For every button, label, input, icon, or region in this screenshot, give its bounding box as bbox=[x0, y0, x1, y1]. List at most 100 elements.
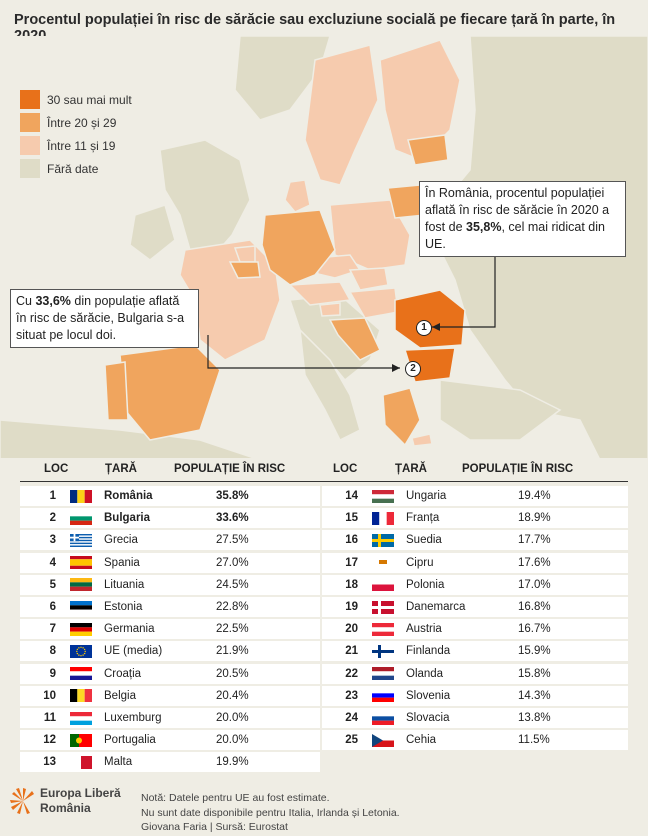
flag-ee-icon bbox=[70, 600, 92, 614]
row-country: Slovenia bbox=[406, 689, 451, 702]
croatia-shape bbox=[328, 317, 381, 361]
logo-burst-icon bbox=[10, 788, 34, 814]
table-row: 4 Spania 27.0% bbox=[20, 552, 320, 573]
row-rank: 2 bbox=[49, 512, 56, 525]
row-value: 20.4% bbox=[216, 689, 249, 702]
row-value: 17.6% bbox=[518, 556, 551, 569]
row-value: 13.8% bbox=[518, 712, 551, 724]
table-row: 24 Slovacia 13.8% bbox=[322, 708, 628, 728]
slovakia-shape bbox=[348, 267, 389, 291]
flag-pl-icon bbox=[372, 578, 394, 592]
norway-shape bbox=[234, 36, 331, 121]
row-value: 22.8% bbox=[216, 601, 249, 613]
callout-text: În România, procentul populației aflată … bbox=[425, 186, 610, 234]
table-row: 3 Grecia 27.5% bbox=[20, 530, 320, 551]
table-row: 5 Lituania 24.5% bbox=[20, 574, 320, 595]
row-value: 19.4% bbox=[518, 490, 551, 502]
cyprus-shape bbox=[411, 433, 433, 447]
legend-label: 30 sau mai mult bbox=[47, 92, 132, 107]
table-row: 25 Cehia 11.5% bbox=[322, 730, 628, 751]
flag-lt-icon bbox=[70, 578, 92, 592]
row-rank: 16 bbox=[345, 534, 358, 547]
table-row: 2 Bulgaria 33.6% bbox=[20, 508, 320, 529]
ireland-shape bbox=[129, 204, 176, 261]
row-value: 18.9% bbox=[518, 512, 551, 525]
row-value: 17.0% bbox=[518, 578, 551, 591]
row-rank: 14 bbox=[345, 490, 358, 502]
table-row: 7 Germania 22.5% bbox=[20, 619, 320, 640]
table-row: 6 Estonia 22.8% bbox=[20, 597, 320, 617]
legend-swatch bbox=[20, 159, 40, 178]
italy-peninsula-shape bbox=[299, 327, 361, 442]
flag-cz-icon bbox=[372, 733, 394, 747]
flag-gr-icon bbox=[70, 533, 92, 547]
row-value: 20.5% bbox=[216, 667, 249, 680]
callout-highlight: 33,6% bbox=[35, 294, 71, 308]
row-rank: 3 bbox=[49, 534, 56, 547]
row-rank: 23 bbox=[345, 689, 358, 702]
austria-shape bbox=[288, 281, 352, 306]
table-row: 12 Portugalia 20.0% bbox=[20, 730, 320, 751]
map-legend: 30 sau mai mult Între 20 și 29 Între 11 … bbox=[20, 89, 132, 181]
row-value: 17.7% bbox=[518, 534, 551, 547]
row-value: 20.0% bbox=[216, 712, 249, 724]
flag-pt-icon bbox=[70, 733, 92, 747]
legend-item: Între 11 și 19 bbox=[20, 135, 132, 156]
rfe-logo: Europa Liberă România bbox=[10, 786, 121, 816]
romania-connector bbox=[432, 255, 496, 328]
flag-sk-icon bbox=[372, 711, 394, 725]
row-rank: 21 bbox=[345, 645, 358, 658]
flag-ro-icon bbox=[70, 489, 92, 503]
note-line: Nu sunt date disponibile pentru Italia, … bbox=[141, 806, 400, 819]
table-row: 20 Austria 16.7% bbox=[322, 619, 628, 640]
flag-lu-icon bbox=[70, 711, 92, 725]
row-country: România bbox=[104, 490, 153, 502]
row-rank: 8 bbox=[49, 645, 56, 658]
callout-highlight: 35,8% bbox=[466, 220, 502, 234]
north-africa-shape bbox=[0, 419, 261, 460]
header-country: ȚARĂ bbox=[105, 463, 137, 475]
bulgaria-callout: Cu 33,6% din populație aflată în risc de… bbox=[10, 289, 199, 348]
flag-mt-icon bbox=[70, 755, 92, 769]
note-line: Notă: Datele pentru UE au fost estimate. bbox=[141, 792, 330, 804]
row-value: 35.8% bbox=[216, 490, 249, 502]
callout-text: , cel mai ridicat din UE. bbox=[425, 220, 605, 251]
row-country: Luxemburg bbox=[104, 712, 162, 724]
table-row: 22 Olanda 15.8% bbox=[322, 663, 628, 684]
row-rank: 1 bbox=[49, 490, 56, 502]
header-divider bbox=[20, 481, 628, 482]
row-value: 22.5% bbox=[216, 623, 249, 636]
logo-line: România bbox=[40, 801, 91, 815]
flag-nl-icon bbox=[372, 667, 394, 681]
row-country: Austria bbox=[406, 623, 442, 636]
row-country: Ungaria bbox=[406, 490, 447, 502]
row-value: 21.9% bbox=[216, 645, 249, 658]
flag-be-icon bbox=[70, 689, 92, 703]
row-rank: 20 bbox=[345, 623, 358, 636]
poland-shape bbox=[329, 199, 411, 271]
row-country: Estonia bbox=[104, 601, 143, 613]
row-rank: 11 bbox=[43, 712, 56, 724]
legend-swatch bbox=[20, 136, 40, 155]
row-value: 16.8% bbox=[518, 601, 551, 613]
turkey-shape bbox=[439, 379, 562, 441]
row-rank: 9 bbox=[49, 667, 56, 680]
denmark-shape bbox=[284, 179, 311, 213]
credit-line: Giovana Faria | Sursă: Eurostat bbox=[141, 821, 288, 833]
table-row: 14 Ungaria 19.4% bbox=[322, 486, 628, 506]
legend-label: Fără date bbox=[47, 161, 99, 176]
row-country: Portugalia bbox=[104, 734, 156, 747]
row-rank: 7 bbox=[49, 623, 56, 636]
row-country: Bulgaria bbox=[104, 512, 151, 525]
row-rank: 18 bbox=[345, 578, 358, 591]
row-country: Belgia bbox=[104, 689, 136, 702]
row-rank: 5 bbox=[49, 578, 56, 591]
row-value: 20.0% bbox=[216, 734, 249, 747]
flag-de-icon bbox=[70, 622, 92, 636]
row-country: Lituania bbox=[104, 578, 145, 591]
row-country: Spania bbox=[104, 556, 140, 569]
row-country: Danemarca bbox=[406, 601, 466, 613]
row-rank: 6 bbox=[49, 601, 56, 613]
legend-item: 30 sau mai mult bbox=[20, 89, 132, 110]
table-row: 16 Suedia 17.7% bbox=[322, 530, 628, 551]
